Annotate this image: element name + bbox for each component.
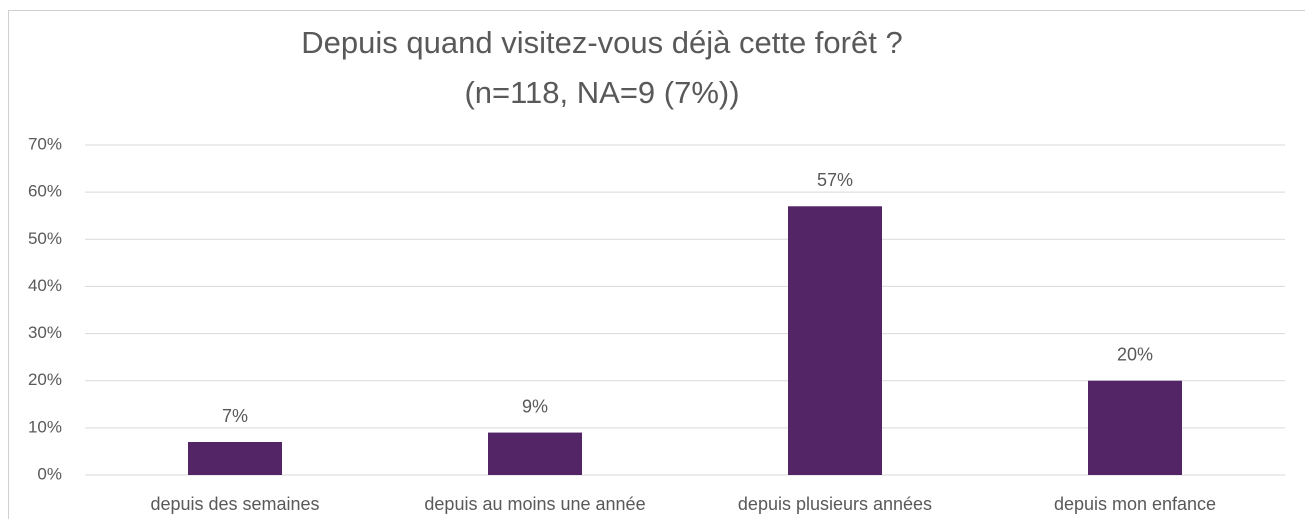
chart-border <box>8 10 1305 519</box>
y-tick-label: 0% <box>37 464 62 483</box>
chart-subtitle: (n=118, NA=9 (7%)) <box>464 75 739 110</box>
y-tick-label: 20% <box>28 370 62 389</box>
x-tick-label: depuis au moins une année <box>424 494 645 514</box>
chart-title: Depuis quand visitez-vous déjà cette for… <box>301 25 902 60</box>
y-tick-label: 70% <box>28 134 62 153</box>
y-tick-label: 60% <box>28 182 62 201</box>
y-tick-label: 40% <box>28 276 62 295</box>
bar <box>1088 380 1182 475</box>
bar <box>188 442 282 475</box>
bar <box>788 206 882 476</box>
x-tick-label: depuis plusieurs années <box>738 494 932 514</box>
value-label: 20% <box>1117 344 1153 364</box>
y-tick-label: 50% <box>28 229 62 248</box>
bar <box>488 432 582 475</box>
x-tick-label: depuis des semaines <box>150 494 319 514</box>
value-label: 9% <box>522 396 548 416</box>
x-tick-label: depuis mon enfance <box>1054 494 1216 514</box>
value-label: 57% <box>817 170 853 190</box>
value-label: 7% <box>222 406 248 426</box>
y-tick-label: 30% <box>28 323 62 342</box>
y-tick-label: 10% <box>28 417 62 436</box>
